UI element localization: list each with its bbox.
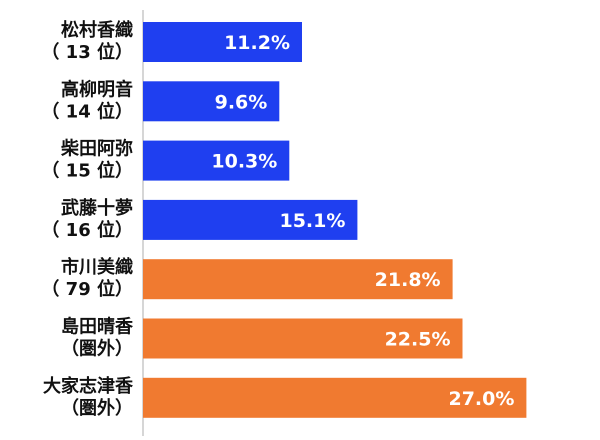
bars-group	[143, 22, 527, 418]
data-label: 27.0%	[448, 388, 514, 410]
data-label: 21.8%	[375, 269, 441, 291]
bar	[143, 259, 453, 300]
data-label: 15.1%	[279, 210, 345, 232]
category-label-line: （ 15 位）	[41, 160, 133, 182]
category-label-line: 武藤十夢	[61, 197, 133, 219]
data-label: 11.2%	[224, 32, 290, 54]
bar	[143, 377, 527, 418]
category-label-line: （ 79 位）	[41, 278, 133, 300]
category-label-line: 高柳明音	[61, 78, 133, 100]
category-label-line: （圏外）	[61, 338, 133, 360]
category-label-line: （ 14 位）	[41, 100, 133, 122]
bar	[143, 140, 290, 181]
category-labels: 松村香織（ 13 位） 高柳明音（ 14 位） 柴田阿弥（ 15 位） 武藤十夢（ 1…	[41, 19, 134, 419]
data-labels: 11.2% 9.6% 10.3% 15.1% 21.8% 22.5% 27.0%	[211, 32, 514, 410]
bar	[143, 318, 463, 359]
bar	[143, 199, 358, 240]
category-label-line: 松村香織	[61, 19, 133, 41]
category-label-line: （ 16 位）	[41, 219, 133, 241]
data-label: 10.3%	[211, 151, 277, 173]
category-label-line: （圏外）	[61, 397, 133, 419]
data-label: 22.5%	[385, 329, 451, 351]
category-label-line: （ 13 位）	[41, 41, 133, 63]
category-label-line: 柴田阿弥	[60, 138, 133, 160]
category-label-line: 大家志津香	[43, 375, 134, 397]
bar	[143, 81, 280, 122]
category-label-line: 市川美織	[61, 256, 133, 278]
category-label-line: 島田晴香	[61, 316, 134, 338]
bar	[143, 22, 302, 62]
data-label: 9.6%	[215, 91, 268, 113]
